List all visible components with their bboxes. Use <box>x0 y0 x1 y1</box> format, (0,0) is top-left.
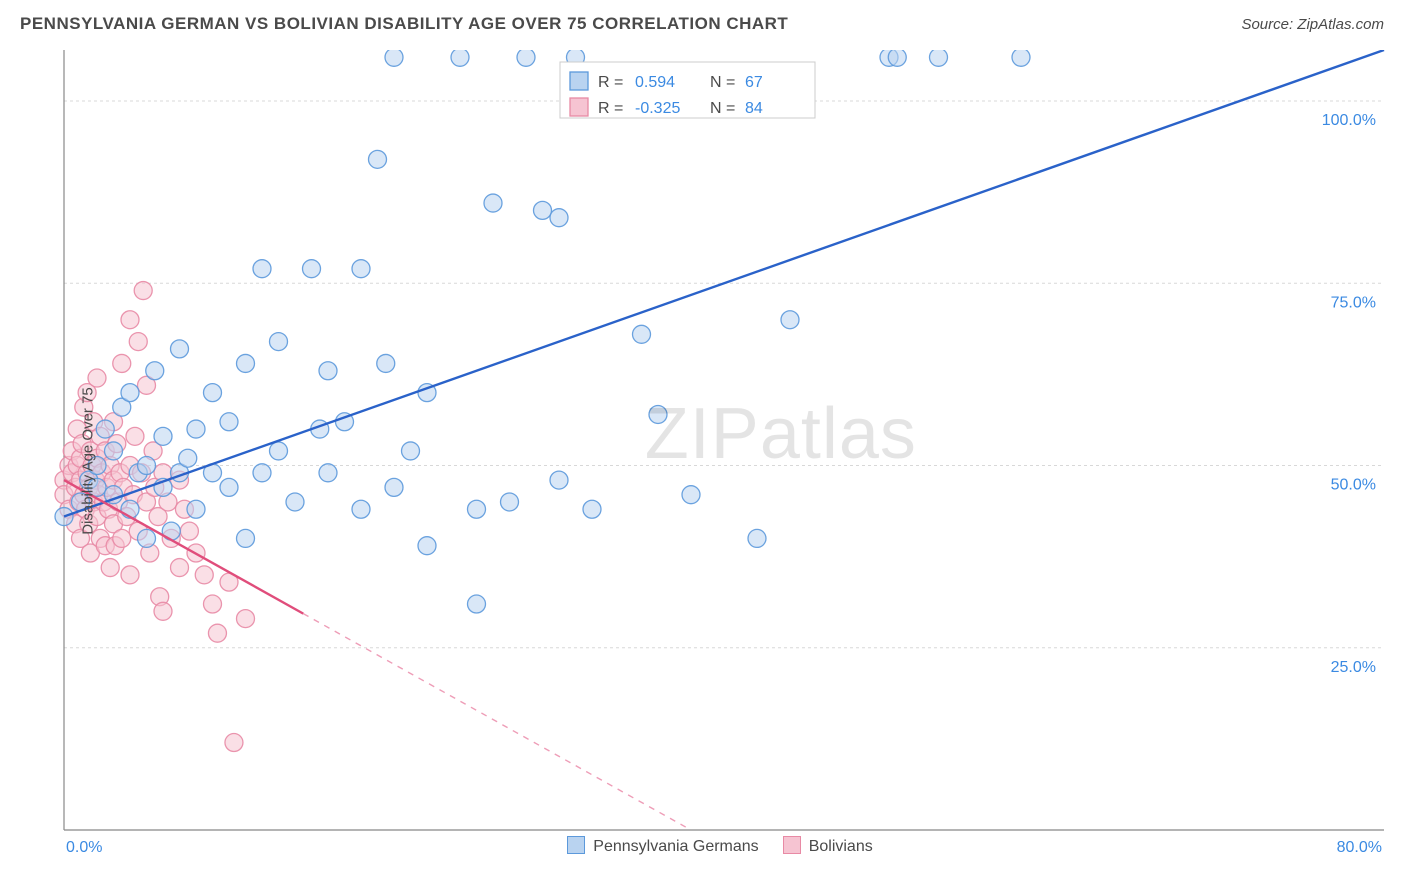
bottom-legend: Pennsylvania Germans Bolivians <box>20 836 1396 856</box>
svg-text:-0.325: -0.325 <box>635 100 680 117</box>
svg-text:N =: N = <box>710 100 735 117</box>
svg-text:84: 84 <box>745 100 763 117</box>
scatter-chart: 25.0%50.0%75.0%100.0%0.0%80.0%R = 0.594N… <box>20 50 1396 872</box>
y-tick-label: 50.0% <box>1331 477 1376 494</box>
legend-label: Pennsylvania Germans <box>593 838 758 855</box>
chart-header: PENNSYLVANIA GERMAN VS BOLIVIAN DISABILI… <box>0 0 1406 48</box>
y-tick-label: 75.0% <box>1331 294 1376 311</box>
svg-text:67: 67 <box>745 74 763 91</box>
trendline-b-dashed <box>303 614 691 830</box>
svg-text:R =: R = <box>598 74 623 91</box>
svg-text:N =: N = <box>710 74 735 91</box>
correlation-legend: R = 0.594 N = 67 R = -0.325 N = 84 <box>560 62 815 118</box>
legend-label: Bolivians <box>809 838 873 855</box>
source-attribution: Source: ZipAtlas.com <box>1241 16 1384 33</box>
chart-area: Disability Age Over 75 25.0% 50.0% 75.0% 10… <box>20 50 1396 872</box>
chart-title: PENNSYLVANIA GERMAN VS BOLIVIAN DISABILI… <box>20 14 788 33</box>
legend-swatch <box>783 836 801 854</box>
y-axis-label: Disability Age Over 75 <box>79 387 96 535</box>
legend-swatch <box>567 836 585 854</box>
series-pennsylvania-germans <box>55 50 1030 613</box>
y-tick-label: 25.0% <box>1331 659 1376 676</box>
svg-text:R =: R = <box>598 100 623 117</box>
y-tick-label: 100.0% <box>1322 112 1376 129</box>
svg-text:0.594: 0.594 <box>635 74 675 91</box>
